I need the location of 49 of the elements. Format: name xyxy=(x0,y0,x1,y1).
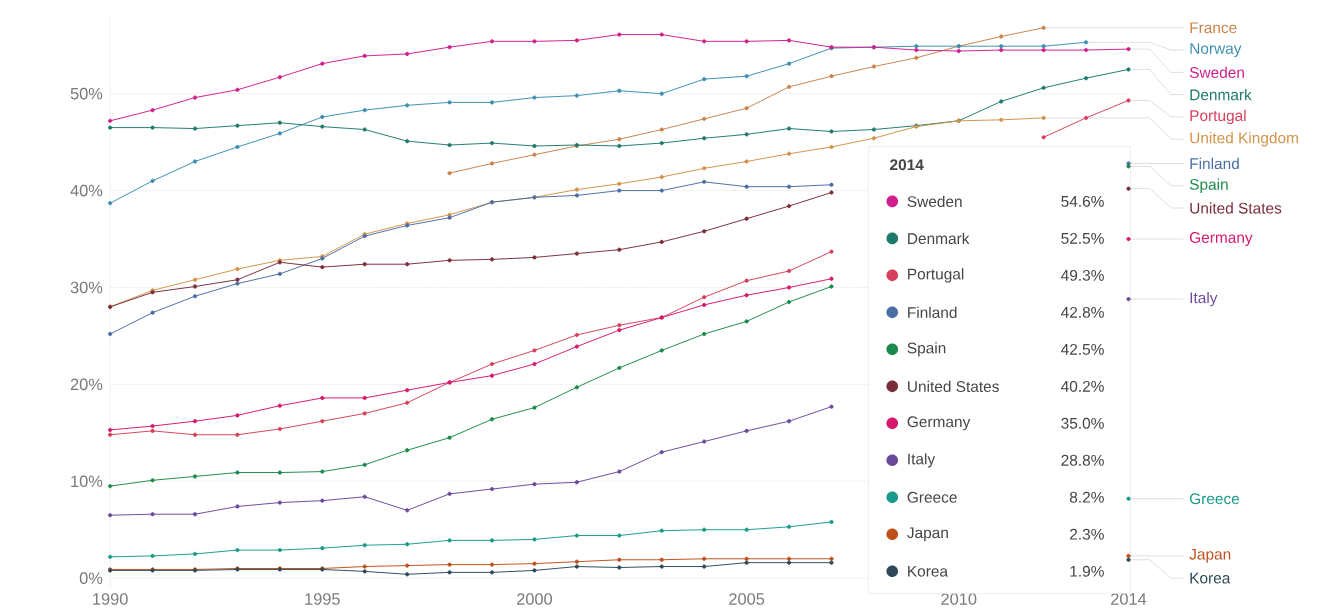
legend-label: Denmark xyxy=(908,232,970,245)
annotation: 49.3% xyxy=(1061,270,1104,282)
x-tick-label: 1990 xyxy=(93,593,128,606)
x-tick-label: 1995 xyxy=(305,593,340,606)
legend-label: Finland xyxy=(908,306,957,319)
text: Norway xyxy=(1190,43,1242,58)
y-tick-label: 20% xyxy=(70,378,103,391)
text: United Kingdom xyxy=(1190,132,1298,147)
text: Korea xyxy=(1190,572,1231,584)
text: Spain xyxy=(1189,178,1228,194)
y-tick-label: 40% xyxy=(70,184,103,197)
text: Portugal xyxy=(1190,109,1246,125)
legend-label: Japan xyxy=(907,527,948,542)
text: United States xyxy=(1190,202,1282,214)
y-tick-label: 50% xyxy=(70,88,103,100)
annotation: 52.5% xyxy=(1061,233,1104,245)
legend-label: Greece xyxy=(907,492,957,503)
text: Italy xyxy=(1190,292,1218,307)
text: Germany xyxy=(1189,232,1253,247)
annotation: 2.3% xyxy=(1070,529,1104,540)
legend-label: Korea xyxy=(908,566,949,577)
text: Sweden xyxy=(1189,66,1244,79)
y-tick-label: 0% xyxy=(79,572,103,585)
legend-label: Italy xyxy=(908,453,936,468)
text: Finland xyxy=(1190,157,1239,170)
x-tick-label: 2005 xyxy=(729,593,765,606)
legend-label: Spain xyxy=(907,342,946,357)
text: France xyxy=(1190,22,1237,34)
x-tick-label: 2000 xyxy=(517,593,553,606)
y-tick-label: 10% xyxy=(71,475,103,488)
annotation: 35.0% xyxy=(1061,418,1104,429)
x-tick-label: 2010 xyxy=(941,593,977,606)
annotation: 2014 xyxy=(890,159,924,171)
legend-label: Portugal xyxy=(908,268,964,283)
text: Denmark xyxy=(1190,89,1252,101)
annotation: 8.2% xyxy=(1069,492,1104,503)
legend-label: Sweden xyxy=(907,195,962,208)
annotation: 1.9% xyxy=(1070,566,1104,577)
y-tick-label: 30% xyxy=(70,281,103,294)
annotation: 42.8% xyxy=(1061,307,1104,318)
annotation: 42.5% xyxy=(1061,344,1104,355)
x-tick-label: 2014 xyxy=(1111,593,1147,606)
legend-label: United States xyxy=(908,380,999,393)
text: Greece xyxy=(1189,493,1240,505)
annotation: 40.2% xyxy=(1061,381,1104,392)
annotation: 54.6% xyxy=(1061,196,1104,208)
text: Japan xyxy=(1189,549,1231,563)
annotation: 28.8% xyxy=(1061,455,1104,466)
legend-label: Germany xyxy=(907,416,971,431)
